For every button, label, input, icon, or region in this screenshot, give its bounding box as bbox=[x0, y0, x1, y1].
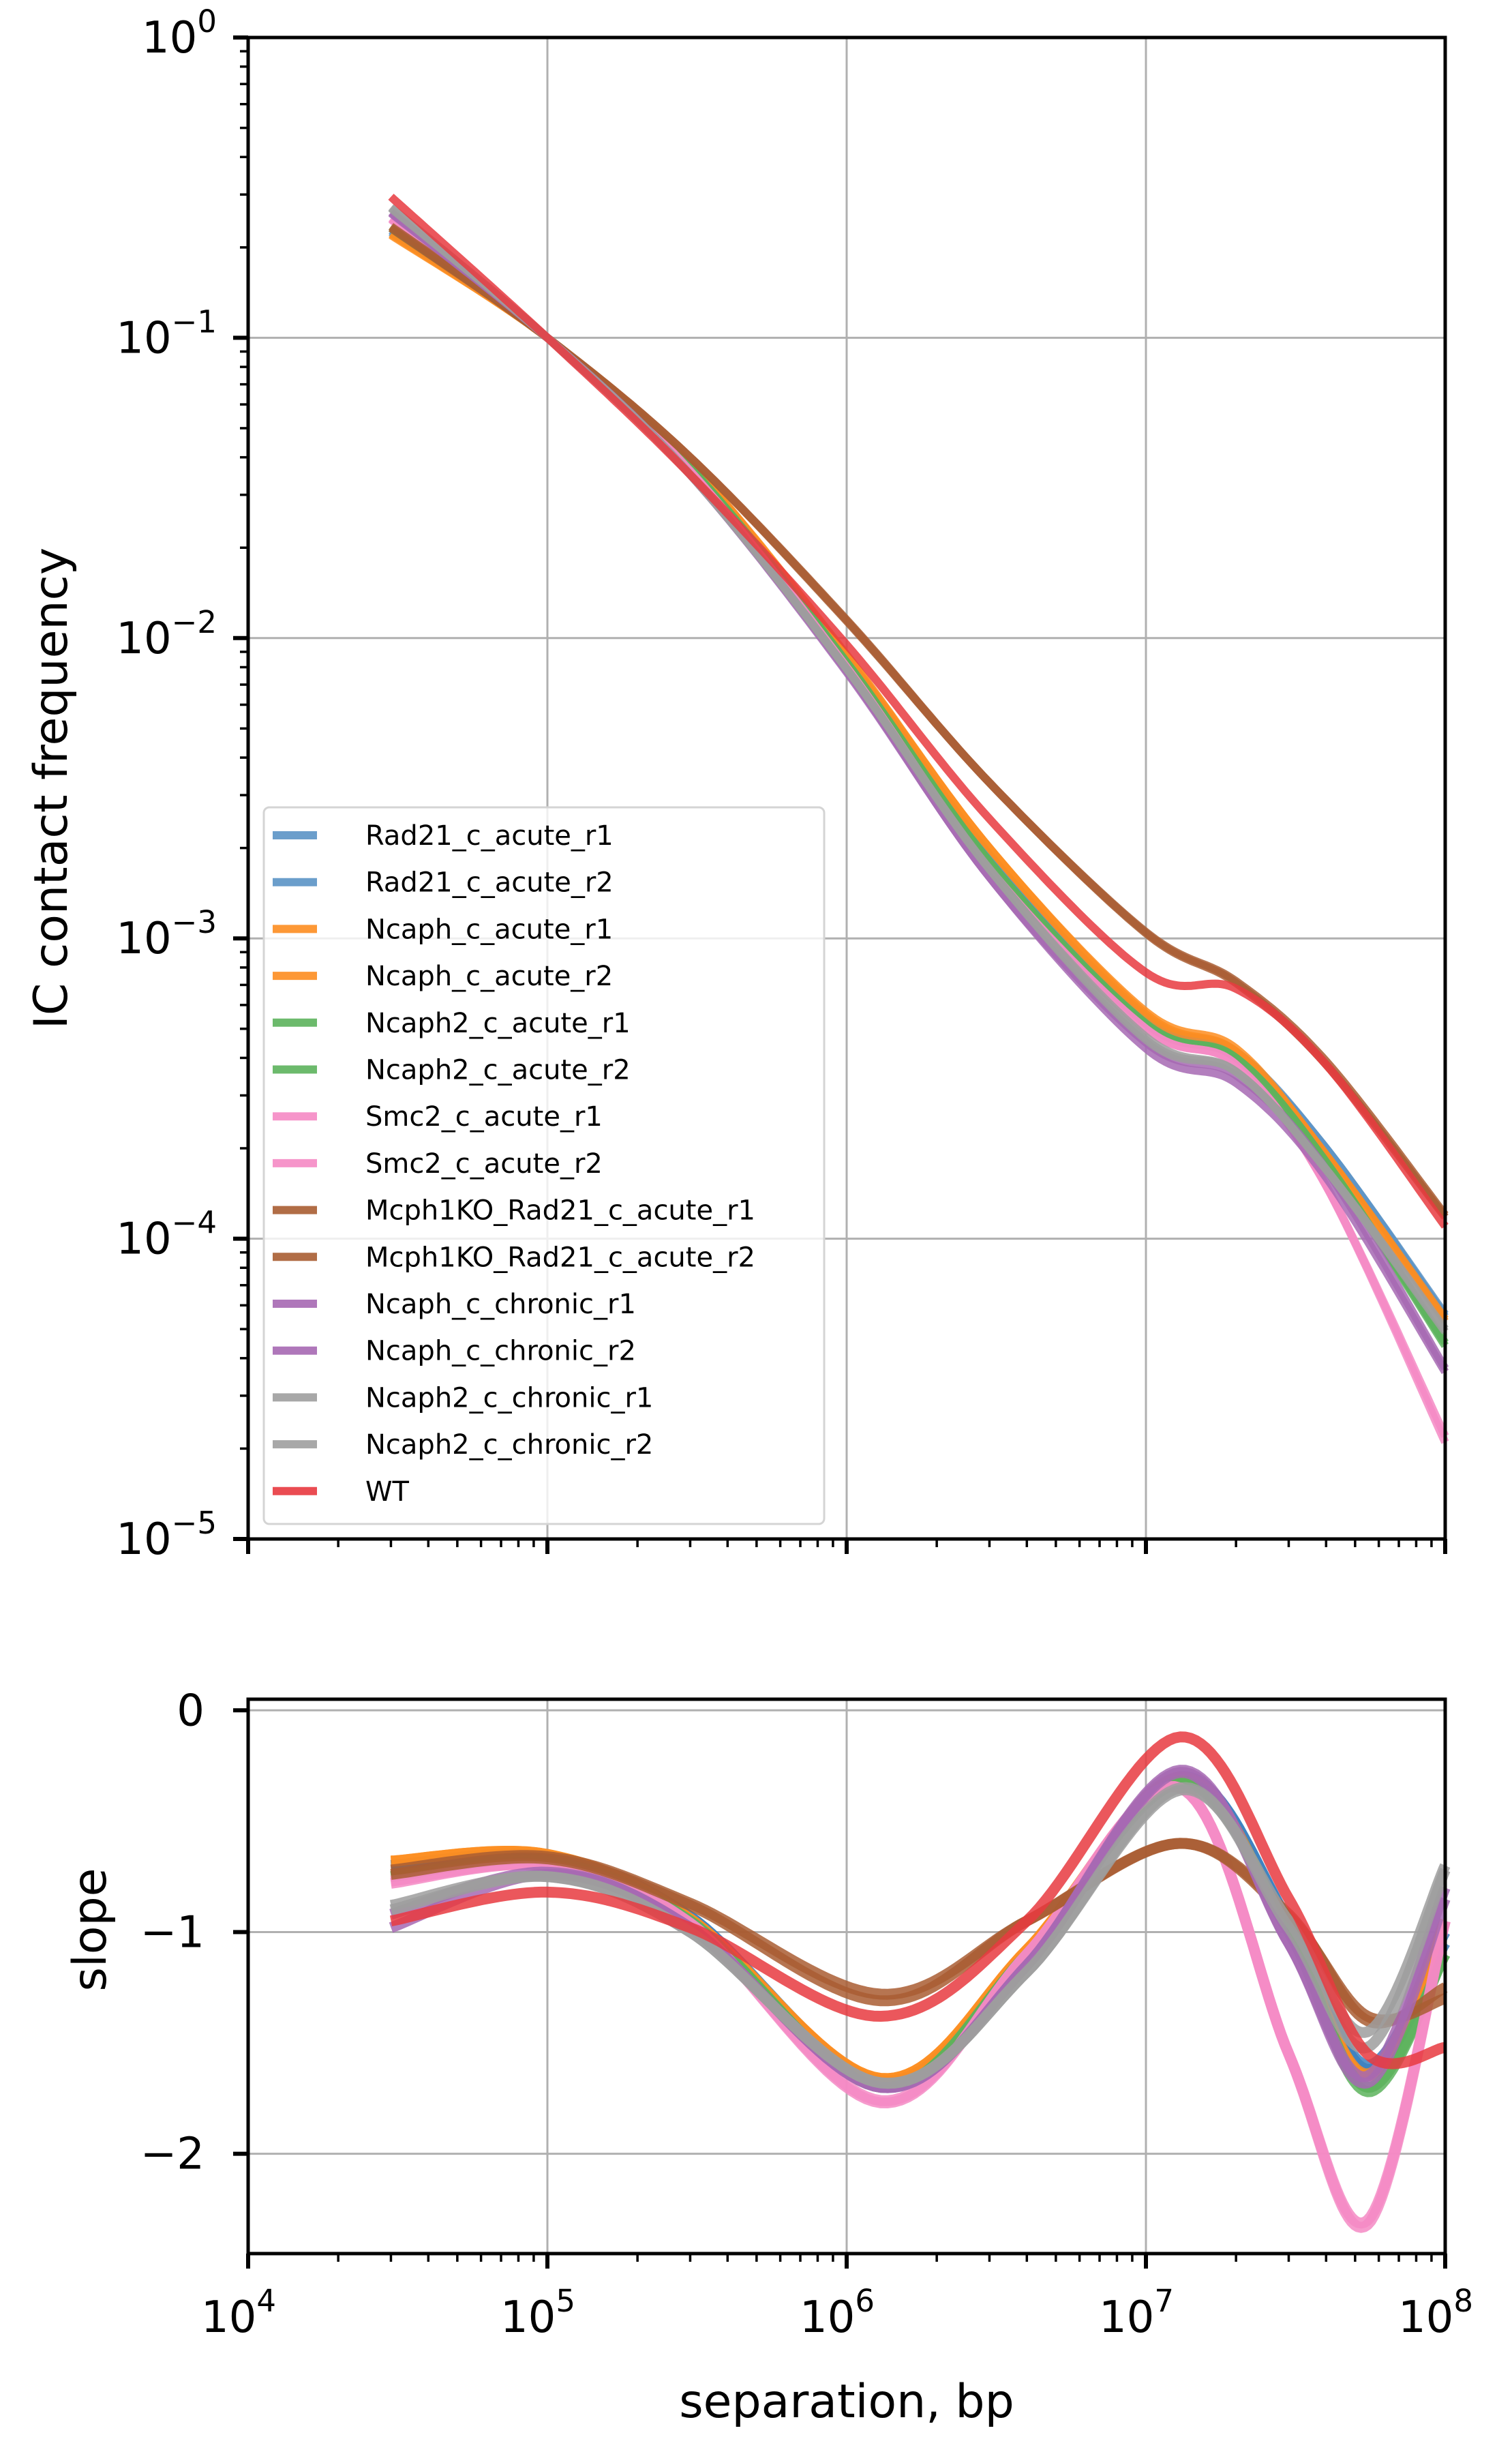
x-tick-label: 105 bbox=[500, 2283, 575, 2343]
legend-label: WT bbox=[365, 1476, 410, 1508]
series-line-WT bbox=[391, 1737, 1446, 2063]
slope-panel: 0 −1 −2 104 105 106 107 108 slope separation, … bbox=[63, 1686, 1473, 2429]
legend-label: Ncaph_c_acute_r2 bbox=[365, 961, 613, 992]
top-y-tick-labels: 100 10−1 10−2 10−3 10−4 10−5 bbox=[116, 3, 217, 1565]
legend: Rad21_c_acute_r1 Rad21_c_acute_r2 Ncaph_c_… bbox=[264, 807, 824, 1524]
legend-label: Ncaph2_c_acute_r1 bbox=[365, 1008, 631, 1039]
x-tick-label: 104 bbox=[201, 2283, 276, 2343]
figure: 100 10−1 10−2 10−3 10−4 10−5 IC contact frequ… bbox=[0, 0, 1512, 2437]
bottom-y-tick-labels: 0 −1 −2 bbox=[140, 1686, 205, 2179]
legend-label: Ncaph_c_chronic_r1 bbox=[365, 1289, 636, 1320]
legend-label: Ncaph2_c_chronic_r2 bbox=[365, 1429, 653, 1461]
legend-label: Smc2_c_acute_r1 bbox=[365, 1101, 603, 1133]
bottom-y-tick-label: 0 bbox=[177, 1686, 205, 1736]
legend-label: Rad21_c_acute_r2 bbox=[365, 867, 614, 899]
x-tick-label: 107 bbox=[1099, 2283, 1174, 2343]
top-y-tick-label: 10−3 bbox=[116, 904, 217, 964]
legend-label: Rad21_c_acute_r1 bbox=[365, 820, 614, 852]
contact-frequency-panel: 100 10−1 10−2 10−3 10−4 10−5 IC contact frequ… bbox=[25, 3, 1445, 1565]
x-axis-label-separation: separation, bp bbox=[679, 2375, 1014, 2429]
y-axis-label-contact-frequency: IC contact frequency bbox=[25, 548, 78, 1029]
legend-label: Ncaph2_c_acute_r2 bbox=[365, 1055, 631, 1086]
legend-label: Ncaph_c_chronic_r2 bbox=[365, 1336, 636, 1367]
bottom-y-tick-label: −1 bbox=[140, 1907, 205, 1958]
legend-label: Mcph1KO_Rad21_c_acute_r1 bbox=[365, 1195, 755, 1227]
top-y-tick-label: 10−2 bbox=[116, 604, 217, 664]
top-y-tick-label: 100 bbox=[142, 3, 217, 63]
x-tick-labels: 104 105 106 107 108 bbox=[201, 2283, 1473, 2343]
legend-label: Mcph1KO_Rad21_c_acute_r2 bbox=[365, 1242, 755, 1273]
top-y-tick-label: 10−4 bbox=[116, 1205, 217, 1265]
y-axis-label-slope: slope bbox=[63, 1868, 117, 1992]
top-y-tick-label: 10−1 bbox=[116, 303, 217, 363]
legend-label: Smc2_c_acute_r2 bbox=[365, 1148, 603, 1180]
x-tick-label: 108 bbox=[1398, 2283, 1473, 2343]
x-tick-label: 106 bbox=[800, 2283, 875, 2343]
legend-label: Ncaph_c_acute_r1 bbox=[365, 914, 613, 945]
legend-label: Ncaph2_c_chronic_r1 bbox=[365, 1382, 653, 1414]
bottom-y-tick-label: −2 bbox=[140, 2129, 205, 2180]
top-y-tick-label: 10−5 bbox=[116, 1505, 217, 1565]
